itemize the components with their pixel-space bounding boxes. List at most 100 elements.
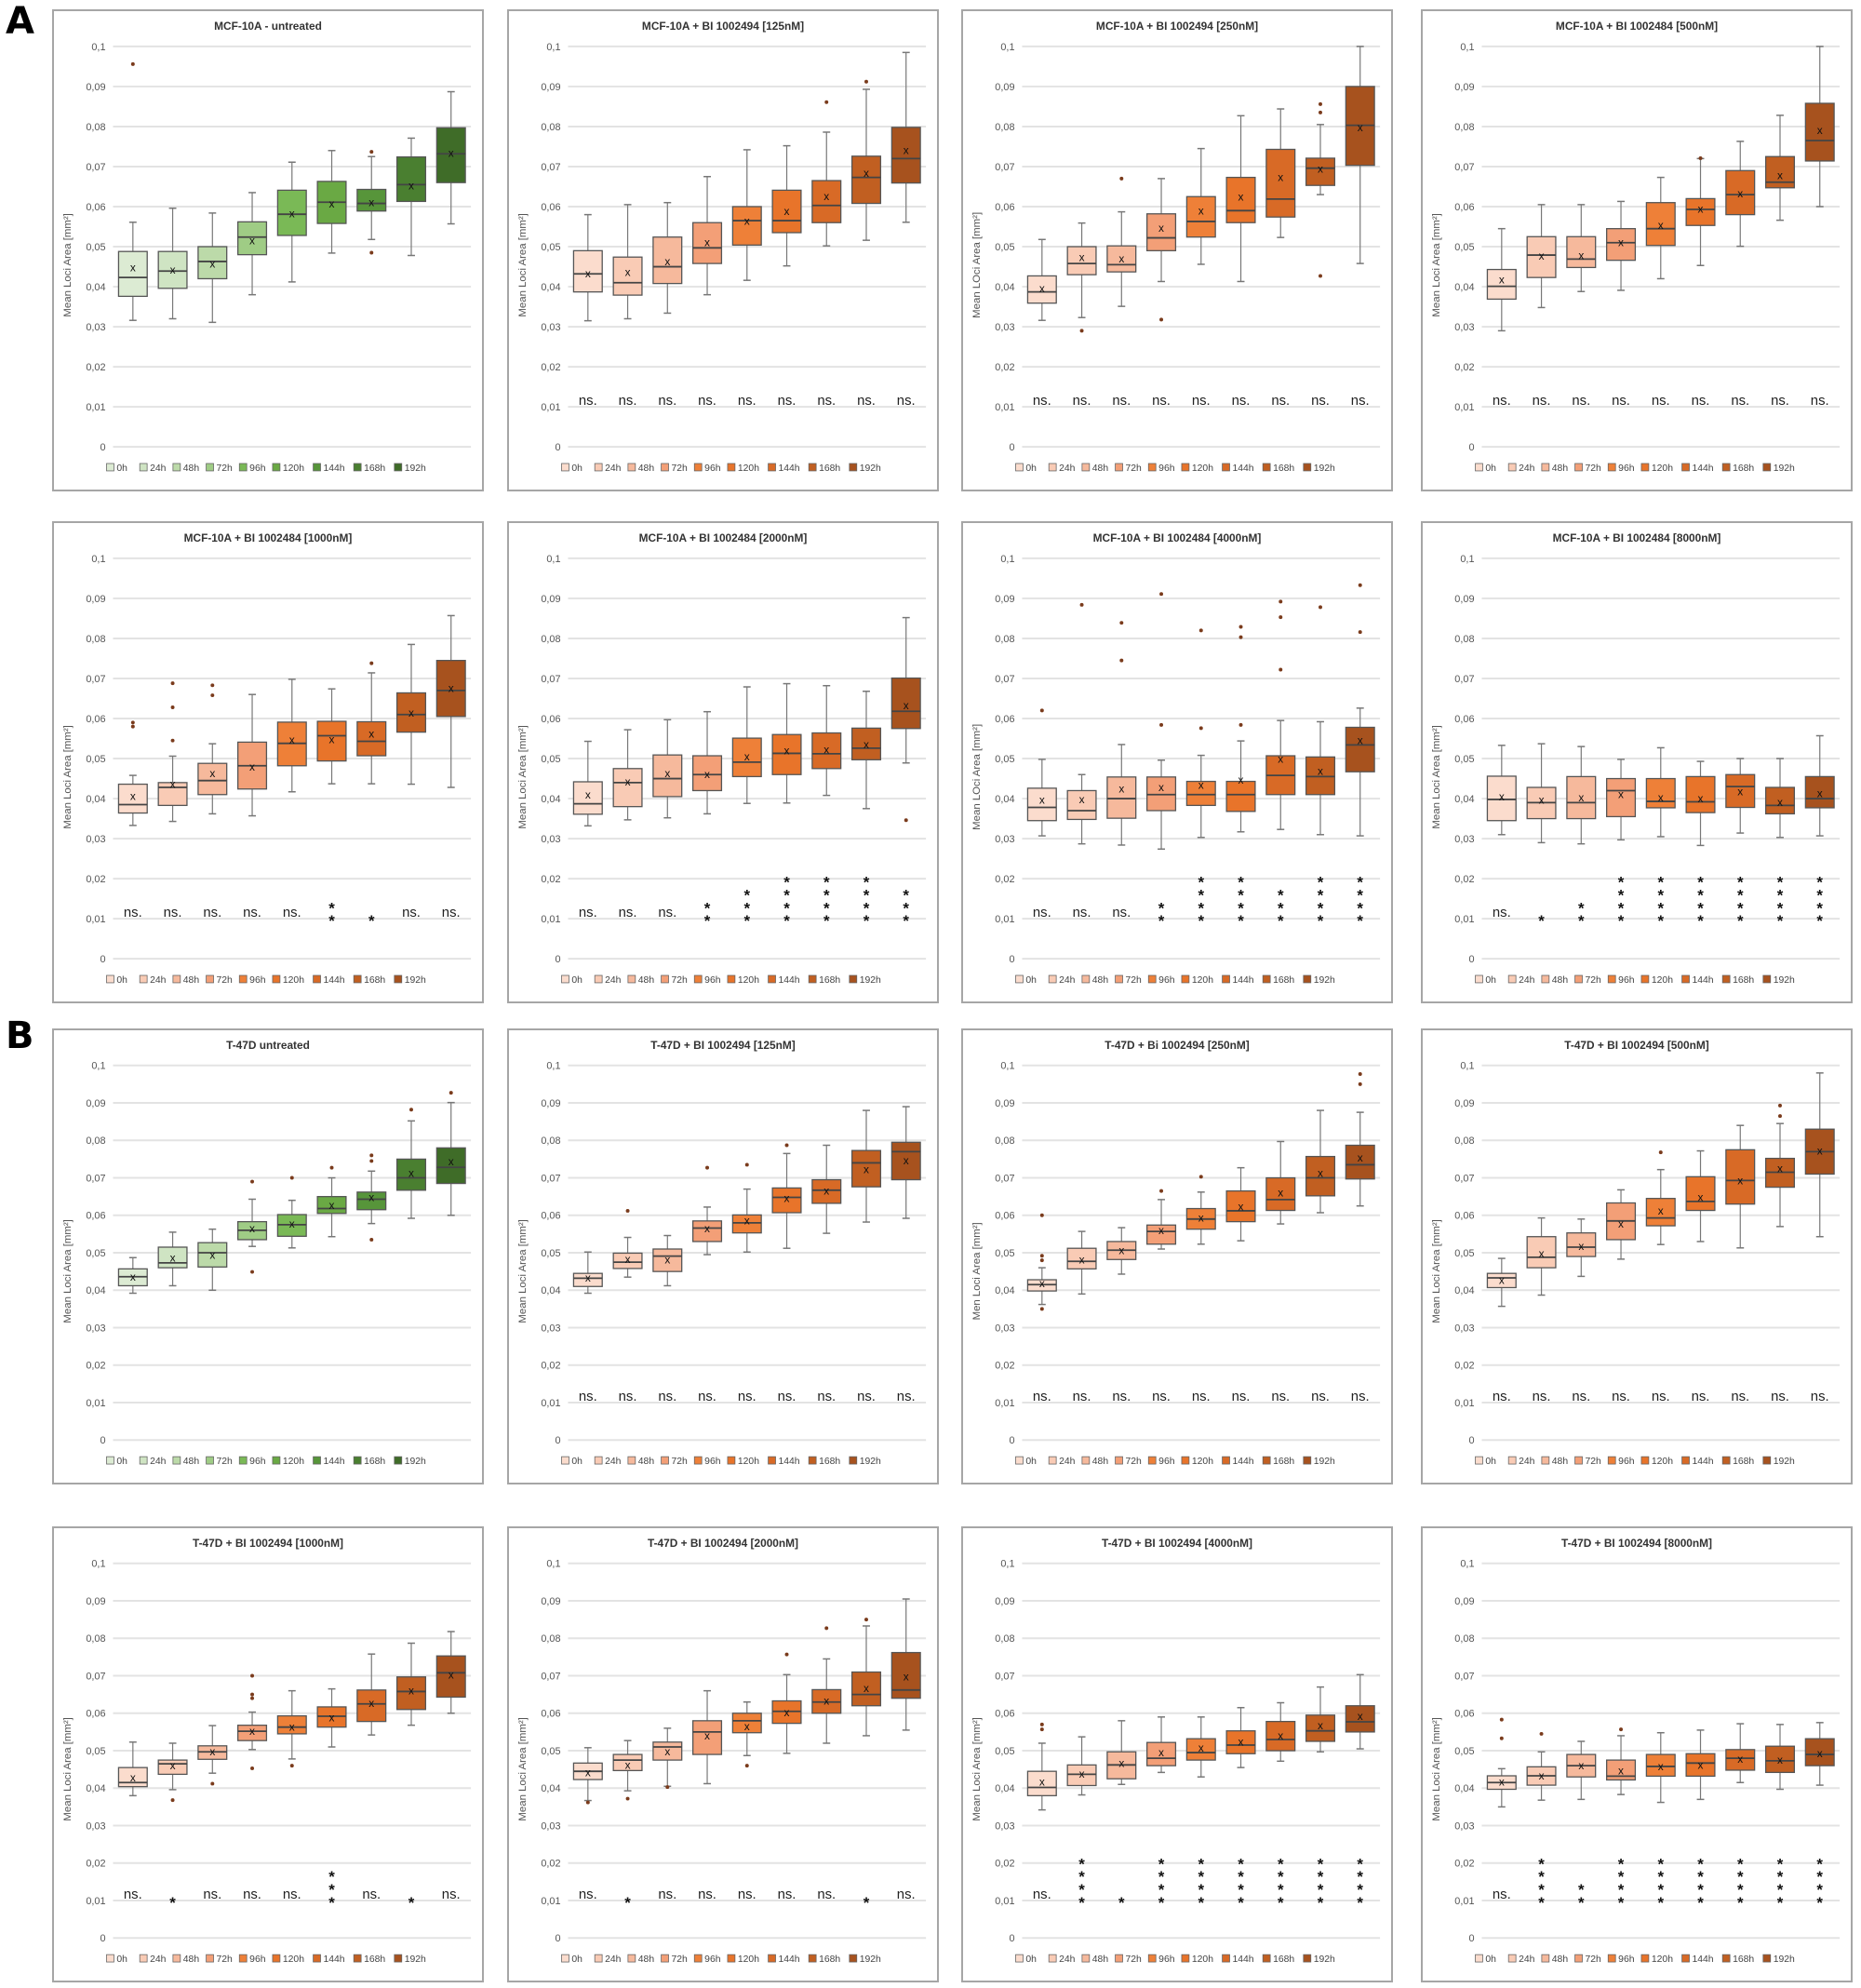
significance-star: * (1697, 886, 1704, 904)
legend-swatch (1303, 974, 1312, 984)
significance-star: * (624, 1894, 631, 1912)
y-tick-label: 0,05 (541, 1746, 560, 1757)
legend-label: 120h (738, 975, 759, 986)
legend-label: 168h (364, 1457, 385, 1467)
box-iqr (157, 782, 188, 807)
box-iqr (1685, 1175, 1716, 1212)
significance-star: * (1158, 1855, 1165, 1873)
y-tick-label: 0,04 (995, 1783, 1014, 1794)
significance-label: ns. (857, 394, 876, 409)
outlier-point (864, 1618, 868, 1622)
chart-title: T-47D + BI 1002494 [4000nM] (1102, 1537, 1252, 1550)
significance-star: * (408, 1894, 415, 1912)
box-iqr (1026, 275, 1057, 304)
y-tick-label: 0,01 (86, 914, 105, 925)
significance-star: * (1278, 1868, 1284, 1886)
significance-star: * (823, 899, 830, 917)
y-tick-label: 0,05 (1454, 1248, 1474, 1259)
y-tick-label: 0,04 (995, 794, 1014, 805)
significance-star: * (1158, 1894, 1165, 1912)
mean-marker: x (368, 728, 374, 741)
chart-panel: MCF-10A + BI 1002494 [125nM] 0 0,01 0,02 0,0… (507, 9, 939, 491)
y-tick-label: 0,01 (1454, 914, 1474, 925)
legend-swatch (1507, 463, 1517, 472)
mean-marker: x (1578, 1240, 1584, 1253)
outlier-point (1619, 1727, 1624, 1732)
box-72h: x (237, 1179, 268, 1274)
box-iqr (356, 720, 387, 757)
y-tick-label: 0,03 (995, 1821, 1014, 1833)
legend: 0h 24h 48h 72h 96h 120h 144h 168h 192h (1475, 1954, 1795, 1965)
significance-star: * (1357, 1855, 1363, 1873)
y-tick-label: 0,07 (541, 1174, 560, 1185)
outlier-point (1778, 1114, 1782, 1119)
y-tick-label: 0,1 (1460, 1061, 1474, 1072)
legend-label: 120h (738, 463, 759, 474)
box-120h: x (771, 144, 802, 267)
y-tick-label: 0,08 (86, 1633, 105, 1645)
mean-marker: x (1318, 764, 1323, 777)
significance-star: * (1816, 1855, 1823, 1873)
box-144h: x (811, 1626, 842, 1744)
y-tick-label: 0,05 (995, 1248, 1014, 1259)
y-tick-label: 0,09 (995, 1098, 1014, 1109)
y-tick-label: 0 (1009, 1933, 1014, 1944)
significance-label: ns. (619, 906, 637, 920)
significance-label: ns. (698, 1887, 716, 1902)
box-24h: x (1526, 1216, 1557, 1296)
outlier-point (1499, 1736, 1504, 1740)
y-tick-label: 0,02 (541, 362, 560, 373)
significance-star: * (1657, 1868, 1664, 1886)
box-iqr (1725, 773, 1756, 809)
legend-swatch (1115, 1954, 1123, 1963)
legend-swatch (627, 1456, 636, 1465)
legend-swatch (394, 1456, 403, 1465)
y-tick-label: 0 (1468, 1435, 1474, 1446)
significance-label: ns. (897, 394, 916, 409)
significance-star: * (783, 874, 790, 892)
legend-label: 96h (249, 463, 266, 474)
outlier-point (1358, 630, 1362, 635)
significance-star: * (1657, 899, 1664, 917)
mean-marker: x (329, 1712, 335, 1725)
legend-label: 192h (405, 1457, 426, 1467)
box-168h: x (395, 1642, 427, 1726)
box-72h: x (237, 693, 268, 817)
legend: 0h 24h 48h 72h 96h 120h 144h 168h 192h (561, 463, 881, 474)
outlier-point (625, 1796, 630, 1801)
y-tick-label: 0,09 (995, 594, 1014, 605)
mean-marker: x (664, 1254, 670, 1267)
y-tick-label: 0,1 (91, 42, 105, 53)
chart-panel: T-47D + BI 1002494 [8000nM] 0 0,01 0,02 0,03… (1421, 1526, 1853, 1982)
significance-star: * (1318, 874, 1324, 892)
y-tick-label: 0,02 (1454, 362, 1474, 373)
legend-swatch (1507, 1954, 1517, 1963)
mean-marker: x (1158, 222, 1164, 235)
significance-star: * (169, 1894, 176, 1912)
box-48h: x (1106, 621, 1137, 846)
box-24h: x (157, 1742, 188, 1803)
significance-star: * (1198, 1855, 1204, 1873)
legend-label: 120h (1192, 1954, 1213, 1965)
significance-label: ns. (164, 906, 182, 920)
box-iqr (1185, 195, 1216, 238)
significance-label: ns. (778, 1887, 797, 1902)
mean-marker: x (1698, 203, 1704, 216)
y-tick-label: 0,05 (995, 242, 1014, 253)
box-144h: x (356, 150, 387, 255)
box-iqr (1146, 1224, 1177, 1245)
significance-label: ns. (778, 394, 797, 409)
significance-star: * (1238, 912, 1244, 930)
legend-swatch (1115, 1456, 1123, 1465)
outlier-point (1319, 110, 1322, 114)
mean-marker: x (1658, 1204, 1664, 1217)
legend-label: 96h (249, 1457, 266, 1467)
mean-marker: x (170, 778, 176, 791)
chart-title: MCF-10A + BI 1002484 [4000nM] (1093, 531, 1262, 544)
significance-star: * (1657, 1894, 1664, 1912)
mean-marker: x (130, 1771, 136, 1784)
legend: 0h 24h 48h 72h 96h 120h 144h 168h 192h (561, 1456, 881, 1467)
mean-marker: x (1158, 781, 1164, 794)
y-tick-label: 0,06 (541, 1709, 560, 1720)
legend-label: 72h (1125, 1457, 1142, 1467)
